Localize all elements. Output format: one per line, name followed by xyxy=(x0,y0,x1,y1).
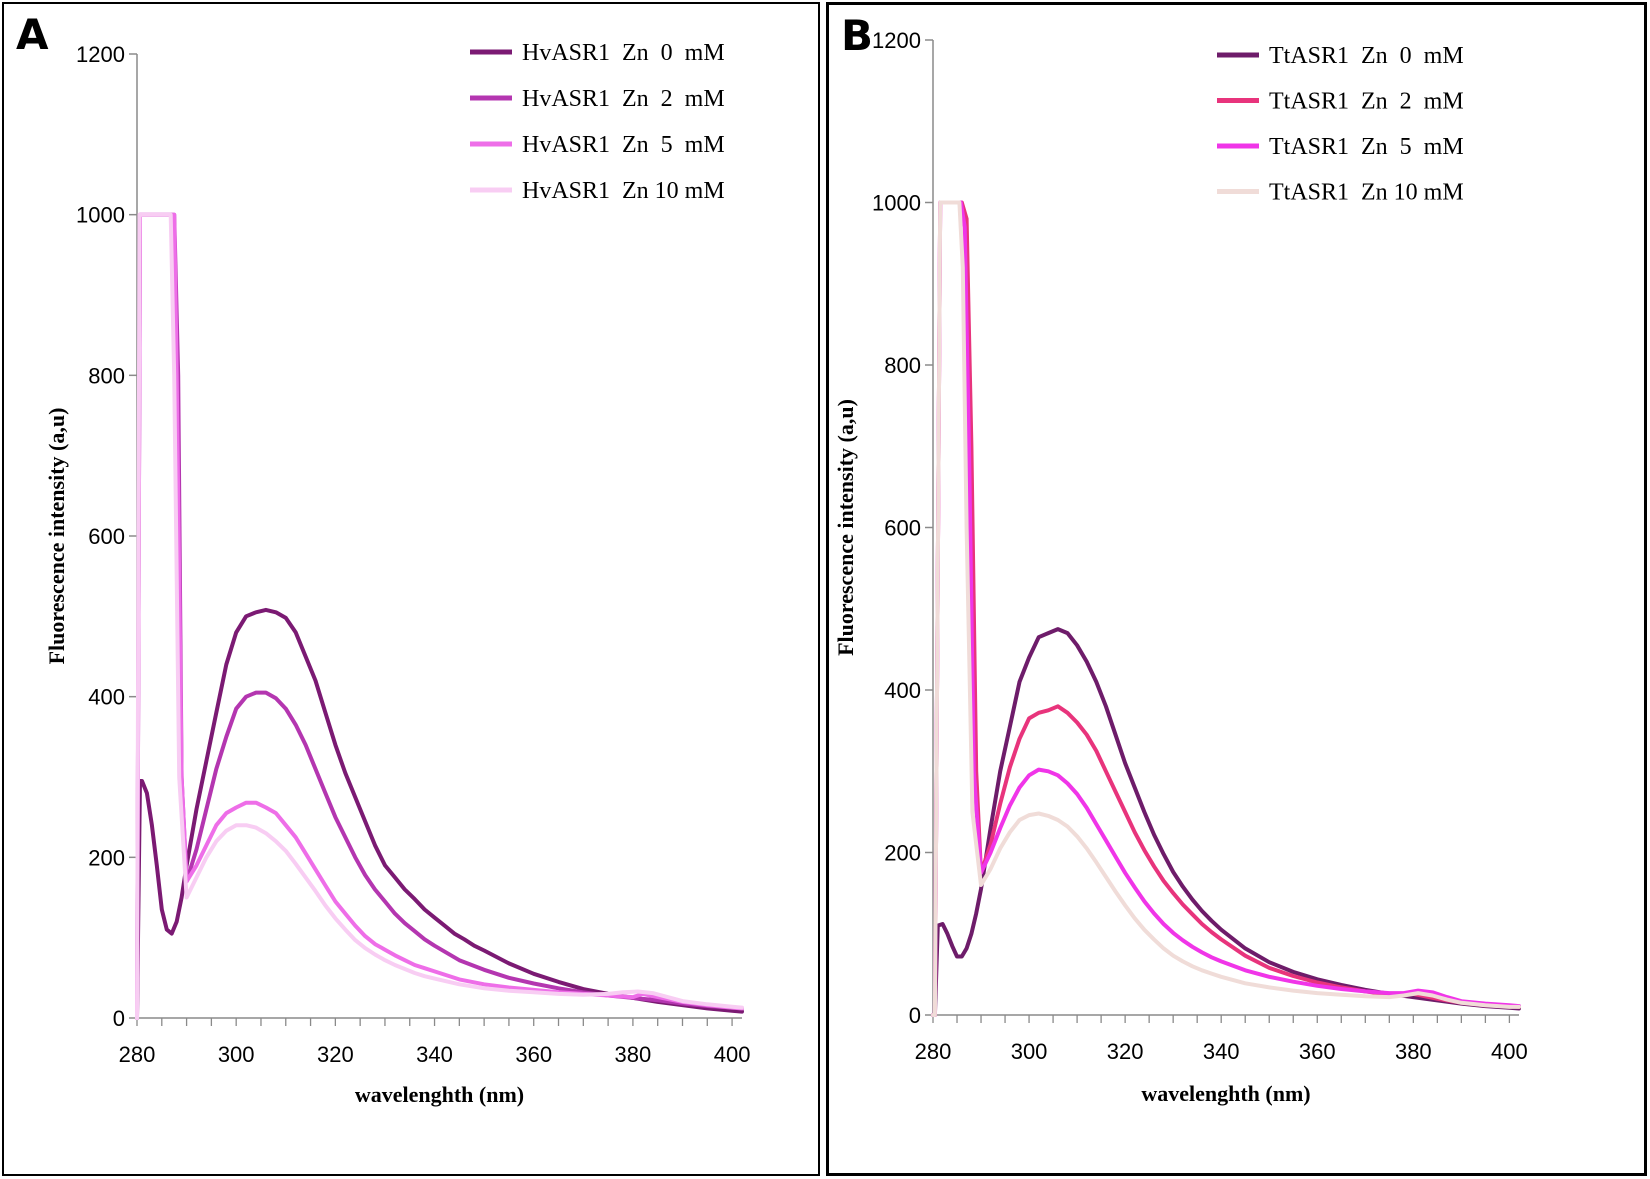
legend-label: TtASR1 Zn 5 mM xyxy=(1269,134,1464,160)
y-tick-label: 800 xyxy=(884,353,921,378)
x-tick-label: 340 xyxy=(416,1042,453,1067)
y-tick-label: 0 xyxy=(909,1003,921,1028)
series-line xyxy=(135,212,744,1020)
y-tick-label: 1200 xyxy=(872,28,921,53)
y-tick-label: 400 xyxy=(88,685,125,710)
x-axis-title: wavelenghth (nm) xyxy=(1141,1081,1310,1106)
series-line xyxy=(135,212,744,1020)
legend-label: TtASR1 Zn 0 mM xyxy=(1269,43,1464,69)
y-tick-label: 600 xyxy=(884,516,921,541)
legend-label: HvASR1 Zn 5 mM xyxy=(522,132,725,158)
y-tick-label: 200 xyxy=(88,845,125,870)
y-tick-label: 1200 xyxy=(76,42,125,67)
series-line xyxy=(931,200,1521,1017)
y-axis-title: Fluorescence intensity (a,u) xyxy=(44,408,69,665)
x-tick-label: 280 xyxy=(119,1042,156,1067)
series-line xyxy=(135,607,744,1020)
series-line xyxy=(931,200,1521,1017)
legend-label: TtASR1 Zn 10 mM xyxy=(1269,180,1464,206)
legend-label: HvASR1 Zn 0 mM xyxy=(522,40,725,66)
y-axis-title: Fluorescence intensity (a,u) xyxy=(833,399,858,656)
legend-label: TtASR1 Zn 2 mM xyxy=(1269,89,1464,115)
x-tick-label: 300 xyxy=(218,1042,255,1067)
chart-b: 0 200 400 600 800 1000 1200 280 300 320 340 360 380 4… xyxy=(833,28,1528,1106)
legend-label: HvASR1 Zn 10 mM xyxy=(522,178,725,204)
x-tick-label: 300 xyxy=(1011,1039,1048,1064)
series-line xyxy=(931,627,1521,1017)
x-tick-label: 280 xyxy=(915,1039,952,1064)
y-tick-label: 1000 xyxy=(872,191,921,216)
y-tick-label: 400 xyxy=(884,678,921,703)
panel-a: A 0 200 400 600 800 1000 1200 280 300 320 340 360 38… xyxy=(2,2,820,1176)
x-tick-label: 320 xyxy=(1107,1039,1144,1064)
y-tick-label: 1000 xyxy=(76,203,125,228)
x-tick-label: 360 xyxy=(1299,1039,1336,1064)
x-axis-title: wavelenghth (nm) xyxy=(355,1082,524,1107)
x-tick-label: 340 xyxy=(1203,1039,1240,1064)
series-line xyxy=(135,212,744,1020)
x-tick-label: 380 xyxy=(615,1042,652,1067)
x-tick-label: 380 xyxy=(1395,1039,1432,1064)
y-tick-label: 0 xyxy=(113,1006,125,1031)
x-tick-label: 360 xyxy=(515,1042,552,1067)
x-tick-label: 400 xyxy=(714,1042,751,1067)
x-tick-label: 400 xyxy=(1491,1039,1528,1064)
chart-a: 0 200 400 600 800 1000 1200 280 300 320 340 360 380 4… xyxy=(44,40,751,1107)
y-tick-label: 600 xyxy=(88,524,125,549)
x-tick-label: 320 xyxy=(317,1042,354,1067)
panel-b: B 0 200 400 600 800 1000 1200 280 300 320 340 360 38… xyxy=(826,2,1647,1176)
y-tick-label: 200 xyxy=(884,841,921,866)
panel-a-letter: A xyxy=(16,10,49,59)
legend-label: HvASR1 Zn 2 mM xyxy=(522,86,725,112)
y-tick-label: 800 xyxy=(88,363,125,388)
panel-b-letter: B xyxy=(841,11,874,60)
series-line xyxy=(931,200,1521,1017)
